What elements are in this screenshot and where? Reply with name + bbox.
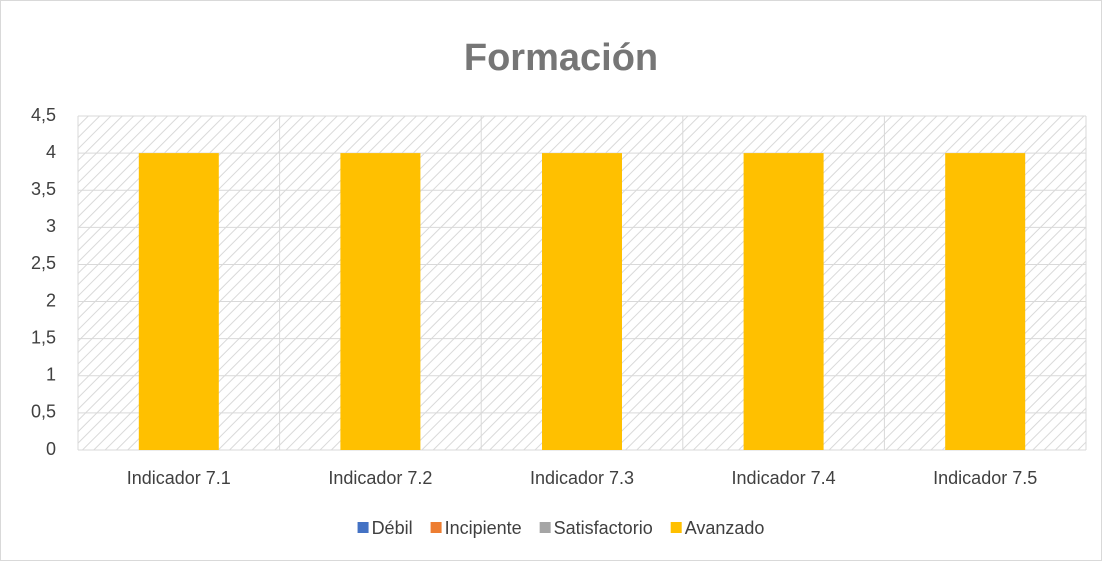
legend-swatch xyxy=(670,522,682,533)
legend-label: Incipiente xyxy=(445,518,522,538)
bar xyxy=(542,153,622,450)
legend-swatch xyxy=(539,522,551,533)
legend-swatch xyxy=(357,522,369,533)
y-tick-label: 2 xyxy=(46,290,56,310)
bar xyxy=(743,153,824,450)
x-tick-label: Indicador 7.3 xyxy=(530,468,634,488)
bar xyxy=(945,153,1026,450)
legend-label: Débil xyxy=(372,518,413,538)
x-tick-label: Indicador 7.2 xyxy=(328,468,432,488)
y-tick-label: 3 xyxy=(46,216,56,236)
y-tick-label: 1,5 xyxy=(31,327,56,347)
x-tick-label: Indicador 7.5 xyxy=(933,468,1037,488)
legend-label: Satisfactorio xyxy=(554,518,653,538)
x-tick-label: Indicador 7.1 xyxy=(127,468,231,488)
y-tick-label: 3,5 xyxy=(31,179,56,199)
legend-swatch xyxy=(430,522,442,533)
y-tick-label: 0,5 xyxy=(31,402,56,422)
y-tick-label: 0 xyxy=(46,439,56,459)
chart-title: Formación xyxy=(464,37,658,79)
x-tick-label: Indicador 7.4 xyxy=(732,468,836,488)
legend-label: Avanzado xyxy=(685,518,765,538)
bar xyxy=(138,153,219,450)
y-tick-label: 1 xyxy=(46,365,56,385)
y-tick-label: 2,5 xyxy=(31,253,56,273)
bar xyxy=(340,153,421,450)
y-tick-label: 4 xyxy=(46,142,56,162)
y-tick-label: 4,5 xyxy=(31,105,56,125)
